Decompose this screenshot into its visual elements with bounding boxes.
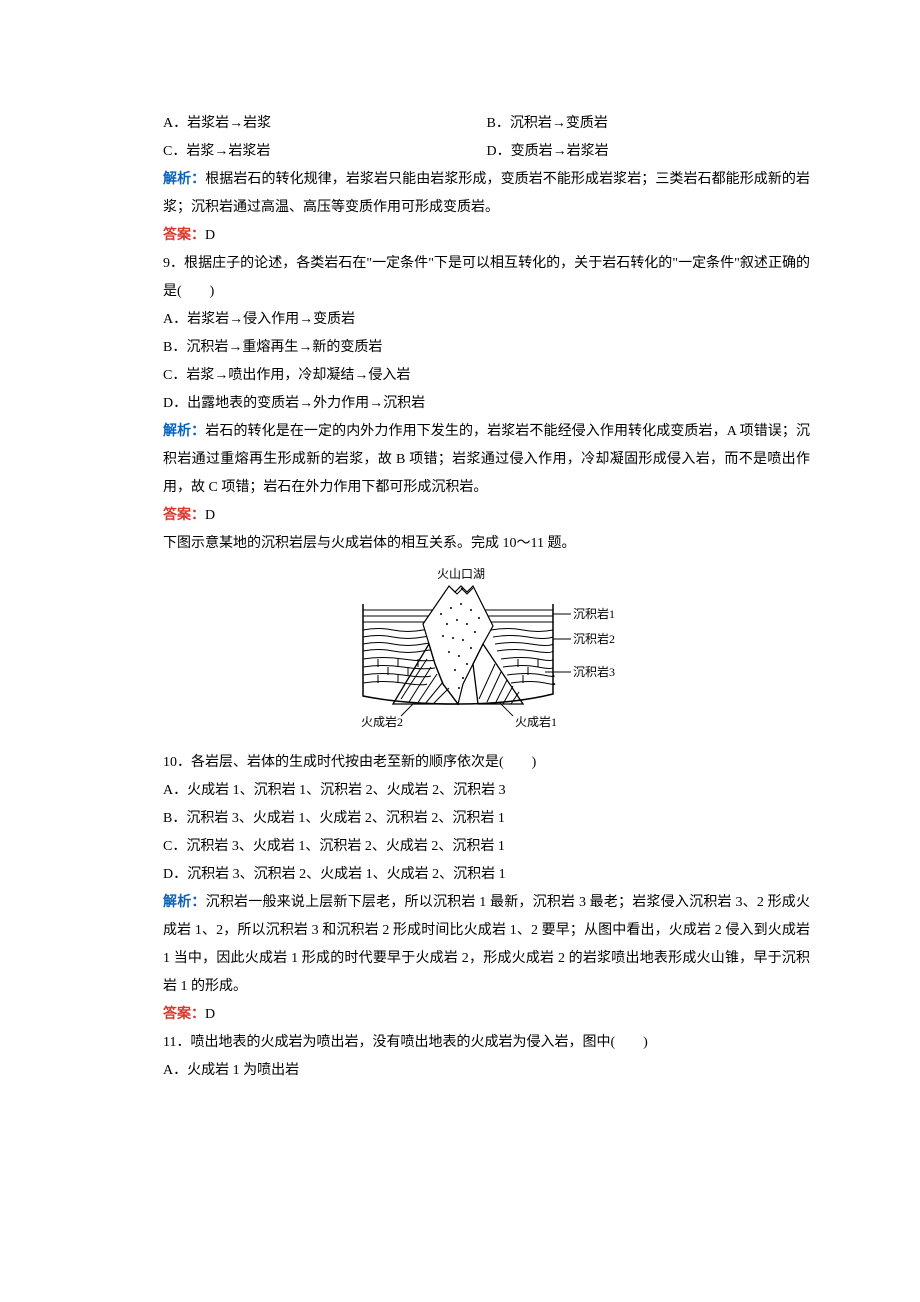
q10-opt-d: D．沉积岩 3、沉积岩 2、火成岩 1、火成岩 2、沉积岩 1 xyxy=(135,861,810,889)
q9-stem: 9．根据庄子的论述，各类岩石在"一定条件"下是可以相互转化的，关于岩石转化的"一… xyxy=(135,250,810,306)
q10-jiexi-line: 解析：沉积岩一般来说上层新下层老，所以沉积岩 1 最新，沉积岩 3 最老；岩浆侵… xyxy=(135,889,810,1001)
q8-daan-line: 答案：D xyxy=(135,222,810,250)
q8-opt-d: D．变质岩→岩浆岩 xyxy=(487,138,811,166)
q8-opts-row1: A．岩浆岩→岩浆 B．沉积岩→变质岩 xyxy=(135,110,810,138)
q10-opt-b: B．沉积岩 3、火成岩 1、火成岩 2、沉积岩 2、沉积岩 1 xyxy=(135,805,810,833)
q8-daan-label: 答案： xyxy=(163,228,205,243)
q8-opt-a: A．岩浆岩→岩浆 xyxy=(163,110,487,138)
fig-label-h2: 火成岩2 xyxy=(361,714,403,729)
q9-opt-d: D．出露地表的变质岩→外力作用→沉积岩 xyxy=(135,390,810,418)
q10-jiexi-label: 解析： xyxy=(163,895,206,910)
q8-jiexi-text: 根据岩石的转化规律，岩浆岩只能由岩浆形成，变质岩不能形成岩浆岩；三类岩石都能形成… xyxy=(163,172,810,215)
q10-opt-a: A．火成岩 1、沉积岩 1、沉积岩 2、火成岩 2、沉积岩 3 xyxy=(135,777,810,805)
q9-daan-line: 答案：D xyxy=(135,502,810,530)
q8-jiexi-line: 解析：根据岩石的转化规律，岩浆岩只能由岩浆形成，变质岩不能形成岩浆岩；三类岩石都… xyxy=(135,166,810,222)
q8-opt-c: C．岩浆→岩浆岩 xyxy=(163,138,487,166)
q10-daan-text: D xyxy=(205,1007,215,1022)
q10-opt-c: C．沉积岩 3、火成岩 1、沉积岩 2、火成岩 2、沉积岩 1 xyxy=(135,833,810,861)
geology-figure: 火山口湖 沉积岩1 沉积岩2 沉积岩3 火成岩1 火成岩2 xyxy=(323,564,623,734)
passage2-intro: 下图示意某地的沉积岩层与火成岩体的相互关系。完成 10～11 题。 xyxy=(135,530,810,558)
fig-label-crater: 火山口湖 xyxy=(436,566,484,581)
fig-label-h1: 火成岩1 xyxy=(515,714,557,729)
q8-opt-b: B．沉积岩→变质岩 xyxy=(487,110,811,138)
q10-daan-line: 答案：D xyxy=(135,1001,810,1029)
q9-opt-a: A．岩浆岩→侵入作用→变质岩 xyxy=(135,306,810,334)
q9-jiexi-text: 岩石的转化是在一定的内外力作用下发生的，岩浆岩不能经侵入作用转化成变质岩，A 项… xyxy=(163,424,810,495)
fig-label-s2: 沉积岩2 xyxy=(573,631,615,646)
q10-jiexi-text: 沉积岩一般来说上层新下层老，所以沉积岩 1 最新，沉积岩 3 最老；岩浆侵入沉积… xyxy=(163,895,810,994)
q9-jiexi-label: 解析： xyxy=(163,424,205,439)
q11-stem: 11．喷出地表的火成岩为喷出岩，没有喷出地表的火成岩为侵入岩，图中( ) xyxy=(135,1029,810,1057)
q10-stem: 10．各岩层、岩体的生成时代按由老至新的顺序依次是( ) xyxy=(135,749,810,777)
figure-wrap: 火山口湖 沉积岩1 沉积岩2 沉积岩3 火成岩1 火成岩2 xyxy=(135,558,810,749)
fig-label-s3: 沉积岩3 xyxy=(573,664,615,679)
q8-daan-text: D xyxy=(205,228,215,243)
q10-daan-label: 答案： xyxy=(163,1007,205,1022)
q11-opt-a: A．火成岩 1 为喷出岩 xyxy=(135,1057,810,1085)
q9-daan-label: 答案： xyxy=(163,508,205,523)
page: A．岩浆岩→岩浆 B．沉积岩→变质岩 C．岩浆→岩浆岩 D．变质岩→岩浆岩 解析… xyxy=(0,0,920,1302)
q9-daan-text: D xyxy=(205,508,215,523)
q9-jiexi-line: 解析：岩石的转化是在一定的内外力作用下发生的，岩浆岩不能经侵入作用转化成变质岩，… xyxy=(135,418,810,502)
q9-opt-c: C．岩浆→喷出作用，冷却凝结→侵入岩 xyxy=(135,362,810,390)
fig-label-s1: 沉积岩1 xyxy=(573,606,615,621)
q8-jiexi-label: 解析： xyxy=(163,172,205,187)
q9-opt-b: B．沉积岩→重熔再生→新的变质岩 xyxy=(135,334,810,362)
q8-opts-row2: C．岩浆→岩浆岩 D．变质岩→岩浆岩 xyxy=(135,138,810,166)
